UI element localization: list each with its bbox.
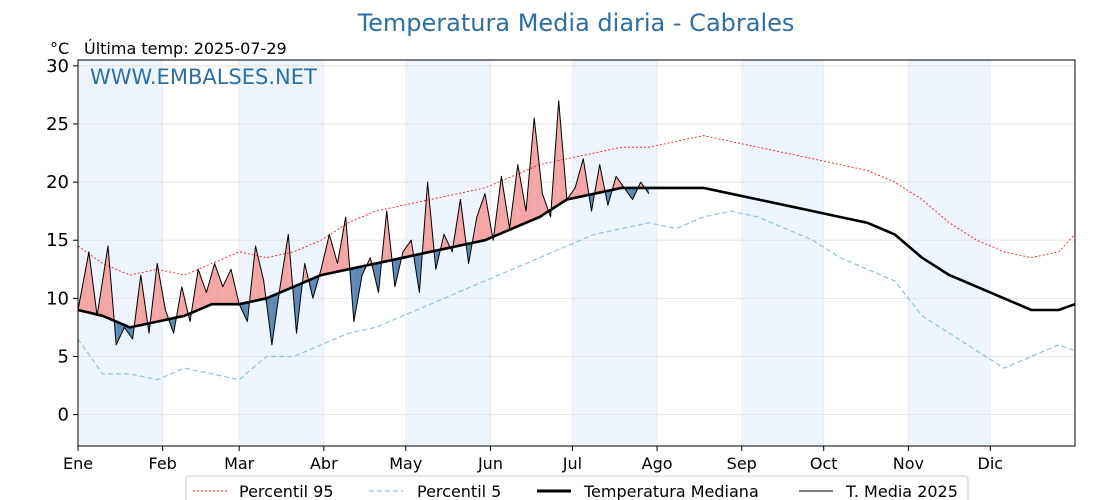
y-axis: 0 5 10 15 20 25 30 (46, 56, 78, 426)
x-tick-label-mar: Mar (224, 454, 255, 473)
fill-above-median (255, 246, 264, 301)
fill-above-median (534, 118, 543, 220)
y-tick-label: 5 (58, 346, 69, 367)
fill-above-median (214, 263, 223, 305)
x-tick-label-abr: Abr (310, 454, 338, 473)
fill-above-median (329, 234, 338, 274)
month-shade-ene (78, 60, 163, 446)
x-tick-label-jun: Jun (477, 454, 503, 473)
y-tick-label: 30 (46, 56, 69, 77)
legend-label-median: Temperatura Mediana (583, 482, 759, 500)
x-tick-label-sep: Sep (727, 454, 757, 473)
fill-above-median (517, 164, 526, 227)
y-tick-label: 10 (46, 288, 69, 309)
fill-above-median (198, 269, 207, 310)
y-tick-label: 20 (46, 172, 69, 193)
fill-above-median (403, 240, 412, 258)
fill-above-median (575, 158, 584, 198)
series-line-p95 (77, 135, 1076, 276)
x-tick-label-ene: Ene (63, 454, 93, 473)
y-tick-label: 25 (46, 114, 69, 135)
legend-box (185, 475, 969, 500)
series-line-current (77, 100, 650, 346)
x-axis: Ene Feb Mar Abr May Jun Jul Ago Sep Oct Nov Dic (63, 446, 1003, 473)
series-lines (77, 100, 1076, 381)
legend-label-p5: Percentil 5 (417, 482, 501, 500)
x-tick-label-feb: Feb (149, 454, 177, 473)
month-shade-jul (572, 60, 658, 446)
fill-below-median (116, 321, 125, 345)
x-tick-label-jul: Jul (562, 454, 582, 473)
grid (77, 60, 1075, 446)
watermark-text: WWW.EMBALSES.NET (90, 65, 317, 89)
plot-frame (77, 59, 1076, 447)
legend: Percentil 95 Percentil 5 Temperatura Med… (185, 475, 969, 500)
fill-above-median (476, 193, 485, 242)
legend-label-current: T. Media 2025 (845, 482, 958, 500)
month-shade-mar (239, 60, 324, 446)
fill-above-median (206, 263, 215, 307)
x-tick-label-nov: Nov (893, 454, 924, 473)
y-unit-label: °C (50, 39, 69, 58)
chart-title: Temperatura Media diaria - Cabrales (357, 9, 795, 37)
x-tick-label-may: May (389, 454, 422, 473)
series-line-median (77, 186, 1076, 329)
fill-above-median (222, 269, 231, 305)
last-temp-label: Última temp: 2025-07-29 (84, 39, 287, 58)
legend-label-p95: Percentil 95 (239, 482, 334, 500)
x-tick-label-oct: Oct (810, 454, 838, 473)
y-tick-label: 15 (46, 230, 69, 251)
series-line-p5 (77, 210, 1076, 381)
y-tick-label: 0 (58, 405, 69, 426)
month-shade-may (405, 60, 491, 446)
month-shade-sep (741, 60, 824, 446)
deviation-fill (78, 100, 649, 345)
x-tick-label-ago: Ago (642, 454, 673, 473)
x-tick-label-dic: Dic (978, 454, 1004, 473)
month-shade-nov (908, 60, 991, 446)
